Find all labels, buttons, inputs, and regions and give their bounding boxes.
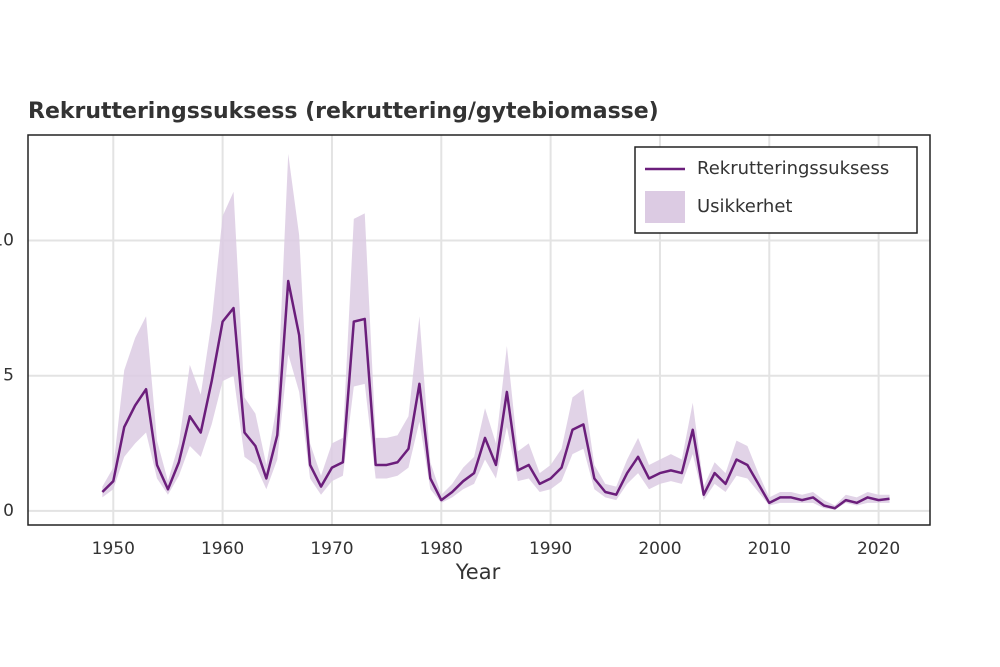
- x-tick-label: 1990: [529, 539, 572, 559]
- legend-swatch: [645, 191, 685, 223]
- legend: Rekrutteringssuksess Usikkerhet: [634, 146, 918, 234]
- x-tick-label: 2000: [638, 539, 681, 559]
- x-tick-label: 1950: [92, 539, 135, 559]
- x-tick-label: 2020: [857, 539, 900, 559]
- x-tick-label: 2010: [748, 539, 791, 559]
- legend-label: Usikkerhet: [697, 196, 792, 217]
- x-tick-label: 1960: [201, 539, 244, 559]
- uncertainty-band: [102, 153, 890, 510]
- y-tick-label: 5: [3, 366, 14, 386]
- x-tick-label: 1980: [420, 539, 463, 559]
- y-tick-label: 0: [3, 501, 14, 521]
- x-axis-title: Year: [455, 560, 501, 584]
- y-tick-label: 10: [0, 230, 14, 250]
- x-tick-label: 1970: [310, 539, 353, 559]
- line: [101, 279, 890, 510]
- legend-label: Rekrutteringssuksess: [697, 158, 889, 179]
- chart-title: Rekrutteringssuksess (rekruttering/gyteb…: [28, 99, 659, 124]
- plot-border: [27, 134, 931, 526]
